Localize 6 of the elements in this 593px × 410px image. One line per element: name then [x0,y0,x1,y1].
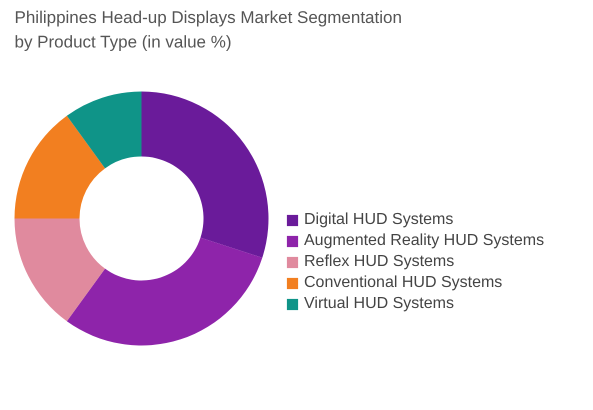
chart-title: Philippines Head-up Displays Market Segmentation by Product Type (in value %) [14,8,402,52]
legend-label: Digital HUD Systems [304,211,454,229]
legend-label: Virtual HUD Systems [304,295,454,313]
legend-label: Augmented Reality HUD Systems [304,232,544,250]
legend-label: Reflex HUD Systems [304,253,454,271]
legend-label: Conventional HUD Systems [304,274,502,292]
